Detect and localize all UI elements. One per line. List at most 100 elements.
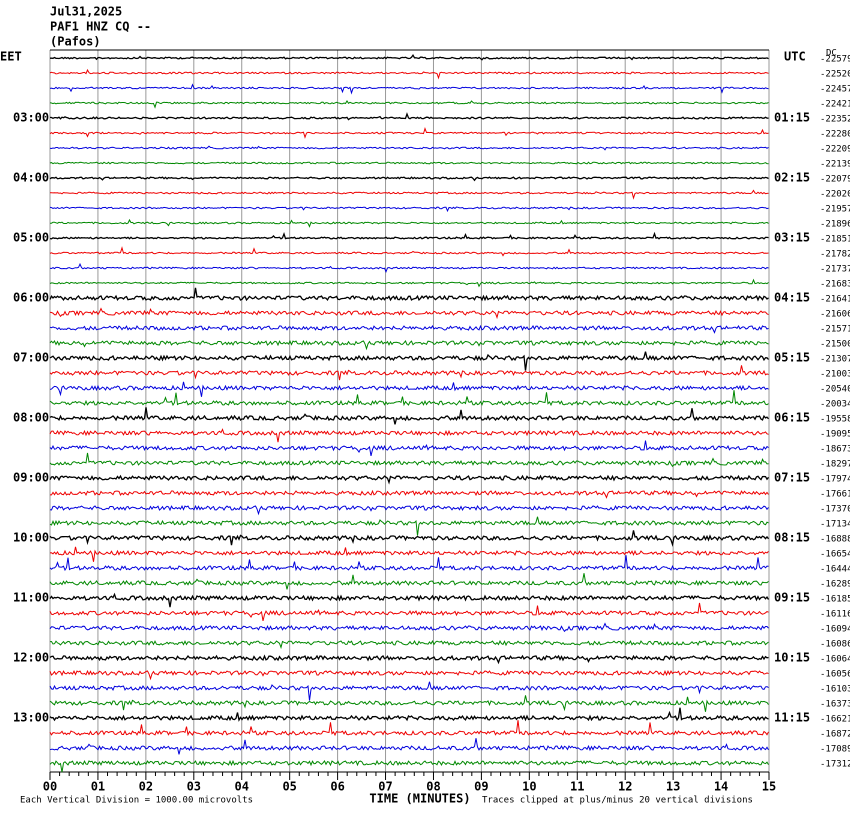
right-time: 07:15 bbox=[774, 471, 810, 485]
offset-label: -19558 bbox=[820, 415, 850, 425]
right-zone: UTC bbox=[784, 50, 806, 64]
left-time: 10:00 bbox=[13, 531, 49, 545]
right-corner: DC bbox=[826, 49, 837, 59]
right-time: 10:15 bbox=[774, 651, 810, 665]
trace bbox=[49, 145, 769, 151]
x-tick-label: 11 bbox=[570, 780, 584, 794]
trace bbox=[50, 489, 769, 499]
trace bbox=[49, 738, 769, 755]
offset-label: -16373 bbox=[820, 700, 850, 710]
offset-label: -21571 bbox=[820, 325, 850, 335]
offset-label: -18297 bbox=[820, 460, 850, 470]
offset-label: -17134 bbox=[820, 520, 850, 530]
right-time: 01:15 bbox=[774, 111, 810, 125]
offset-label: -22421 bbox=[820, 100, 850, 110]
x-tick-label: 00 bbox=[43, 780, 57, 794]
trace bbox=[49, 504, 769, 516]
x-tick-label: 06 bbox=[330, 780, 344, 794]
offset-label: -22079 bbox=[820, 175, 850, 185]
trace bbox=[49, 602, 769, 622]
x-tick-label: 13 bbox=[666, 780, 680, 794]
left-time: 13:00 bbox=[13, 711, 49, 725]
offset-label: -21851 bbox=[820, 235, 850, 245]
trace bbox=[49, 639, 769, 650]
trace bbox=[49, 287, 769, 302]
offset-label: -16872 bbox=[820, 730, 850, 740]
left-time: 07:00 bbox=[13, 351, 49, 365]
right-time: 02:15 bbox=[774, 171, 810, 185]
offset-label: -21737 bbox=[820, 265, 850, 275]
trace bbox=[49, 246, 769, 257]
offset-label: -21500 bbox=[820, 340, 850, 350]
offset-label: -21896 bbox=[820, 220, 850, 230]
trace bbox=[49, 720, 769, 737]
left-zone: EET bbox=[0, 50, 22, 64]
x-tick-label: 09 bbox=[474, 780, 488, 794]
offset-label: -21683 bbox=[820, 280, 850, 290]
footer-left: Each Vertical Division = 1000.00 microvo… bbox=[20, 796, 253, 806]
trace bbox=[49, 654, 769, 665]
trace bbox=[49, 127, 769, 139]
offset-label: -17089 bbox=[820, 745, 850, 755]
trace bbox=[49, 262, 769, 274]
offset-label: -20034 bbox=[820, 400, 850, 410]
offset-label: -21782 bbox=[820, 250, 850, 260]
x-tick-label: 03 bbox=[187, 780, 201, 794]
left-time: 04:00 bbox=[13, 171, 49, 185]
trace bbox=[49, 351, 769, 371]
offset-label: -22209 bbox=[820, 145, 850, 155]
header-line: Jul31,2025 bbox=[50, 5, 122, 19]
trace bbox=[49, 390, 769, 407]
trace bbox=[50, 54, 769, 61]
offset-label: -22280 bbox=[820, 130, 850, 140]
right-time: 06:15 bbox=[774, 411, 810, 425]
offset-label: -20540 bbox=[820, 385, 850, 395]
trace bbox=[49, 189, 769, 200]
offset-label: -22352 bbox=[820, 115, 850, 125]
trace bbox=[49, 546, 769, 562]
offset-label: -16103 bbox=[820, 685, 850, 695]
trace bbox=[49, 428, 769, 443]
x-tick-label: 01 bbox=[91, 780, 105, 794]
offset-label: -17312 bbox=[820, 760, 850, 770]
offset-label: -17974 bbox=[820, 475, 850, 485]
footer-right: Traces clipped at plus/minus 20 vertical… bbox=[482, 796, 753, 806]
offset-label: -21641 bbox=[820, 295, 850, 305]
offset-label: -16086 bbox=[820, 640, 850, 650]
trace bbox=[49, 669, 769, 681]
right-time: 09:15 bbox=[774, 591, 810, 605]
x-tick-label: 12 bbox=[618, 780, 632, 794]
trace bbox=[49, 68, 769, 80]
offset-label: -21003 bbox=[820, 370, 850, 380]
left-time: 03:00 bbox=[13, 111, 49, 125]
x-tick-label: 14 bbox=[714, 780, 728, 794]
trace bbox=[49, 176, 769, 182]
trace bbox=[49, 695, 769, 712]
offset-label: -16064 bbox=[820, 655, 850, 665]
trace bbox=[49, 278, 769, 288]
trace bbox=[49, 474, 770, 485]
offset-label: -22579 bbox=[820, 55, 850, 65]
x-tick-label: 02 bbox=[139, 780, 153, 794]
left-time: 05:00 bbox=[13, 231, 49, 245]
trace bbox=[49, 516, 769, 536]
trace bbox=[49, 555, 769, 572]
trace bbox=[49, 365, 769, 381]
left-time: 12:00 bbox=[13, 651, 49, 665]
offset-label: -17370 bbox=[820, 505, 850, 515]
trace bbox=[49, 307, 769, 320]
left-time: 11:00 bbox=[13, 591, 49, 605]
offset-label: -21307 bbox=[820, 355, 850, 365]
offset-label: -16094 bbox=[820, 625, 850, 635]
x-tick-label: 05 bbox=[282, 780, 296, 794]
trace bbox=[49, 573, 769, 590]
x-axis-title: TIME (MINUTES) bbox=[369, 792, 470, 806]
offset-label: -22020 bbox=[820, 190, 850, 200]
offset-label: -16116 bbox=[820, 610, 850, 620]
trace bbox=[49, 83, 769, 95]
trace bbox=[49, 452, 769, 468]
offset-label: -21606 bbox=[820, 310, 850, 320]
offset-label: -16444 bbox=[820, 565, 850, 575]
offset-label: -19095 bbox=[820, 430, 850, 440]
offset-label: -22139 bbox=[820, 160, 850, 170]
